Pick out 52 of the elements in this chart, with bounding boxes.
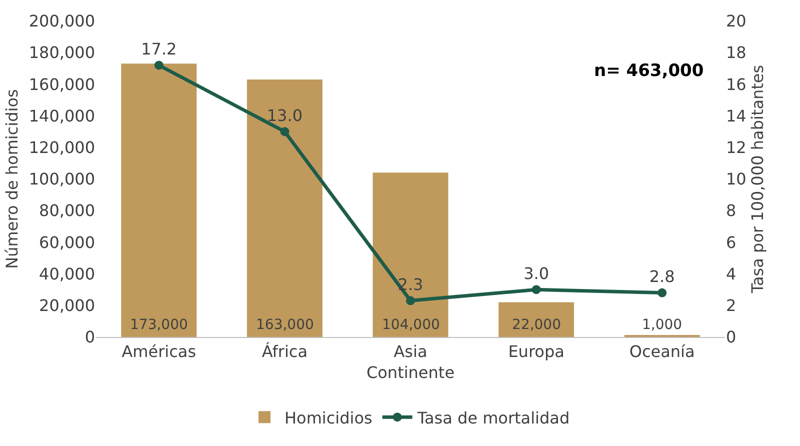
data-label: 104,000: [382, 317, 440, 333]
annotation: n= 463,000: [594, 61, 704, 81]
y-tick-label: 60,000: [39, 232, 95, 252]
y-tick-label: 140,000: [28, 106, 95, 126]
x-axis-title: Continente: [366, 362, 455, 382]
y-tick-label: 120,000: [28, 138, 95, 157]
y2-tick-label: 4: [726, 264, 736, 284]
y-tick-label: 40,000: [39, 264, 95, 284]
bar: [246, 79, 322, 337]
data-label: 173,000: [130, 317, 188, 333]
data-label: 2.8: [649, 267, 675, 286]
data-label: 163,000: [256, 317, 314, 333]
y2-tick-label: 18: [726, 43, 746, 62]
y2-tick-label: 12: [726, 138, 746, 157]
bar: [121, 64, 197, 337]
data-label: 22,000: [512, 317, 561, 333]
point: [280, 127, 290, 136]
y2-tick-label: 16: [726, 74, 746, 94]
bar: [372, 172, 448, 337]
x-tick-label: Américas: [122, 342, 196, 362]
data-label: 3.0: [524, 264, 550, 283]
y2-axis-title: Tasa por 100,000 habitantes: [748, 64, 768, 294]
y-tick-label: 0: [84, 328, 95, 347]
y-axis-title: Número de homicidios: [2, 89, 22, 269]
y2-tick-label: 14: [726, 106, 746, 126]
y-tick-label: 180,000: [28, 43, 95, 62]
x-tick-label: Asia: [394, 342, 428, 362]
y2-tick-label: 2: [726, 296, 736, 315]
y2-tick-label: 20: [726, 12, 746, 31]
point: [658, 288, 667, 298]
bar: [498, 302, 574, 337]
y2-tick-label: 6: [726, 232, 736, 252]
point: [406, 296, 415, 306]
point: [154, 60, 164, 70]
legend-label: Homicidios: [284, 408, 372, 428]
x-tick-label: África: [262, 342, 308, 362]
data-label: 17.2: [141, 40, 177, 59]
y-tick-label: 20,000: [39, 296, 95, 315]
legend-label: Tasa de mortalidad: [416, 408, 570, 428]
point: [532, 285, 541, 294]
y-tick-label: 160,000: [28, 74, 95, 94]
data-label: 13.0: [266, 106, 303, 125]
data-label: 1,000: [642, 317, 682, 333]
y-tick-label: 200,000: [28, 12, 95, 31]
x-tick-label: Europa: [508, 342, 564, 362]
y-tick-label: 80,000: [39, 201, 95, 220]
y2-tick-label: 10: [726, 170, 746, 189]
x-tick-label: Oceanía: [629, 342, 695, 362]
y2-tick-label: 0: [726, 328, 736, 347]
y2-tick-label: 8: [726, 201, 736, 220]
data-label: 2.3: [398, 275, 424, 294]
y-tick-label: 100,000: [28, 170, 95, 189]
